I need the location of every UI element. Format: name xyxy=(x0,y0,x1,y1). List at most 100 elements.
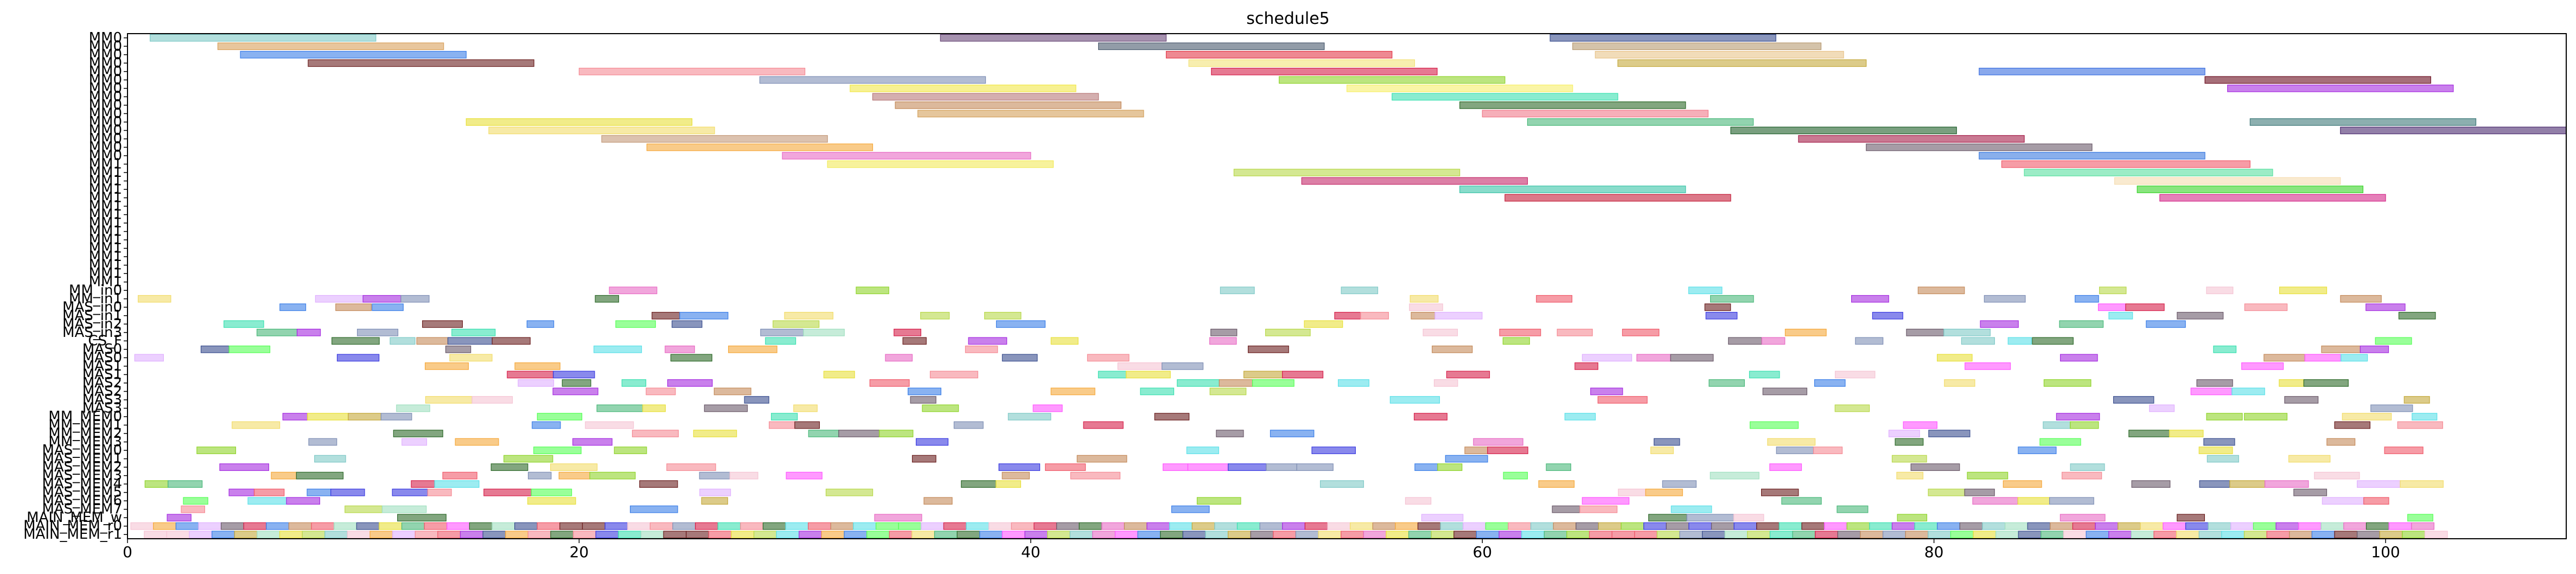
task-bar xyxy=(1266,463,1297,471)
task-bar xyxy=(663,531,687,539)
task-bar xyxy=(632,430,679,437)
task-bar xyxy=(183,497,208,505)
task-bar xyxy=(1645,488,1683,496)
task-bar xyxy=(1536,295,1573,303)
y-tick-label: MM1 xyxy=(89,198,122,214)
task-bar xyxy=(1595,50,1844,59)
task-bar xyxy=(401,438,428,446)
task-bar xyxy=(1154,413,1190,420)
task-bar xyxy=(1711,522,1735,530)
task-bar xyxy=(957,531,980,539)
task-bar xyxy=(466,118,693,126)
task-bar xyxy=(1504,194,1731,202)
task-bar xyxy=(2243,531,2267,539)
task-bar xyxy=(1686,514,1735,522)
y-tick-label: CS_F xyxy=(88,333,122,349)
task-bar xyxy=(694,522,718,530)
task-bar xyxy=(1295,531,1319,539)
task-bar xyxy=(308,59,534,67)
y-tick-label: MM0 xyxy=(89,122,122,138)
task-bar xyxy=(2024,169,2273,176)
task-bar xyxy=(1311,447,1356,454)
task-bar xyxy=(442,471,477,480)
task-bar xyxy=(445,346,471,353)
task-bar xyxy=(866,531,890,539)
task-bar xyxy=(1409,303,1443,311)
task-bar xyxy=(1846,522,1870,530)
y-tick-label: MM0 xyxy=(89,131,122,147)
task-bar xyxy=(595,295,619,303)
x-tick-label: 80 xyxy=(1924,543,1944,561)
task-bar xyxy=(2264,480,2309,488)
task-bar xyxy=(1557,328,1593,336)
task-bar xyxy=(666,463,716,471)
task-bar xyxy=(2199,480,2230,488)
y-tick-label: MM_MEM1 xyxy=(48,417,122,433)
task-bar xyxy=(2137,186,2364,193)
task-bar xyxy=(1964,488,1995,496)
task-bar xyxy=(572,438,613,446)
task-bar xyxy=(704,404,748,412)
task-bar xyxy=(2407,514,2433,522)
task-bar xyxy=(672,522,696,530)
task-bar xyxy=(1824,522,1847,530)
task-bar xyxy=(1114,531,1138,539)
task-bar xyxy=(998,463,1041,471)
task-bar xyxy=(153,522,176,530)
task-bar xyxy=(2059,354,2098,362)
task-bar xyxy=(1196,497,1241,505)
task-bar xyxy=(934,531,958,539)
task-bar xyxy=(1304,320,1343,328)
task-bar xyxy=(1386,531,1410,539)
task-bar xyxy=(2206,286,2234,295)
task-bar xyxy=(1670,505,1712,513)
y-tick-label: MAS_MEM0 xyxy=(42,442,122,458)
task-bar xyxy=(528,471,552,480)
task-bar xyxy=(2207,455,2239,463)
y-tick-label: MM0 xyxy=(89,55,122,71)
task-bar xyxy=(257,531,280,539)
task-bar xyxy=(1749,371,1780,379)
task-bar xyxy=(1459,186,1686,193)
task-bar xyxy=(2321,346,2361,353)
task-bar xyxy=(940,34,1167,42)
task-bar xyxy=(2289,531,2312,539)
task-bar xyxy=(1117,362,1163,370)
task-bar xyxy=(240,50,467,59)
y-tick-label: MM_MEM2 xyxy=(48,425,122,442)
task-bar xyxy=(1564,413,1596,420)
task-bar xyxy=(1414,463,1438,471)
task-bar xyxy=(137,295,171,303)
task-bar xyxy=(2017,497,2050,505)
task-bar xyxy=(1597,396,1648,404)
task-bar xyxy=(2043,421,2071,429)
task-bar xyxy=(885,354,913,362)
task-bar xyxy=(671,320,703,328)
task-bar xyxy=(1937,354,1973,362)
task-bar xyxy=(731,531,755,539)
task-bar xyxy=(2086,531,2109,539)
task-bar xyxy=(1334,311,1361,320)
y-tick-label: MM1 xyxy=(89,173,122,189)
task-bar xyxy=(1967,471,2008,480)
task-bar xyxy=(411,480,435,488)
task-bar xyxy=(471,396,513,404)
task-bar xyxy=(2360,346,2389,353)
task-bar xyxy=(2113,396,2154,404)
task-bar xyxy=(911,531,935,539)
x-tick-label: 60 xyxy=(1472,543,1492,561)
task-bar xyxy=(1047,531,1070,539)
task-bar xyxy=(189,531,213,539)
task-bar xyxy=(232,421,280,429)
task-bar xyxy=(686,531,709,539)
task-bar xyxy=(2221,531,2245,539)
task-bar xyxy=(1124,522,1147,530)
task-bar xyxy=(1650,447,1674,454)
task-bar xyxy=(596,404,643,412)
task-bar xyxy=(589,471,636,480)
task-bar xyxy=(2159,194,2386,202)
task-bar xyxy=(552,387,598,396)
task-bar xyxy=(1304,522,1328,530)
task-bar xyxy=(1980,320,2019,328)
task-bar xyxy=(785,522,809,530)
